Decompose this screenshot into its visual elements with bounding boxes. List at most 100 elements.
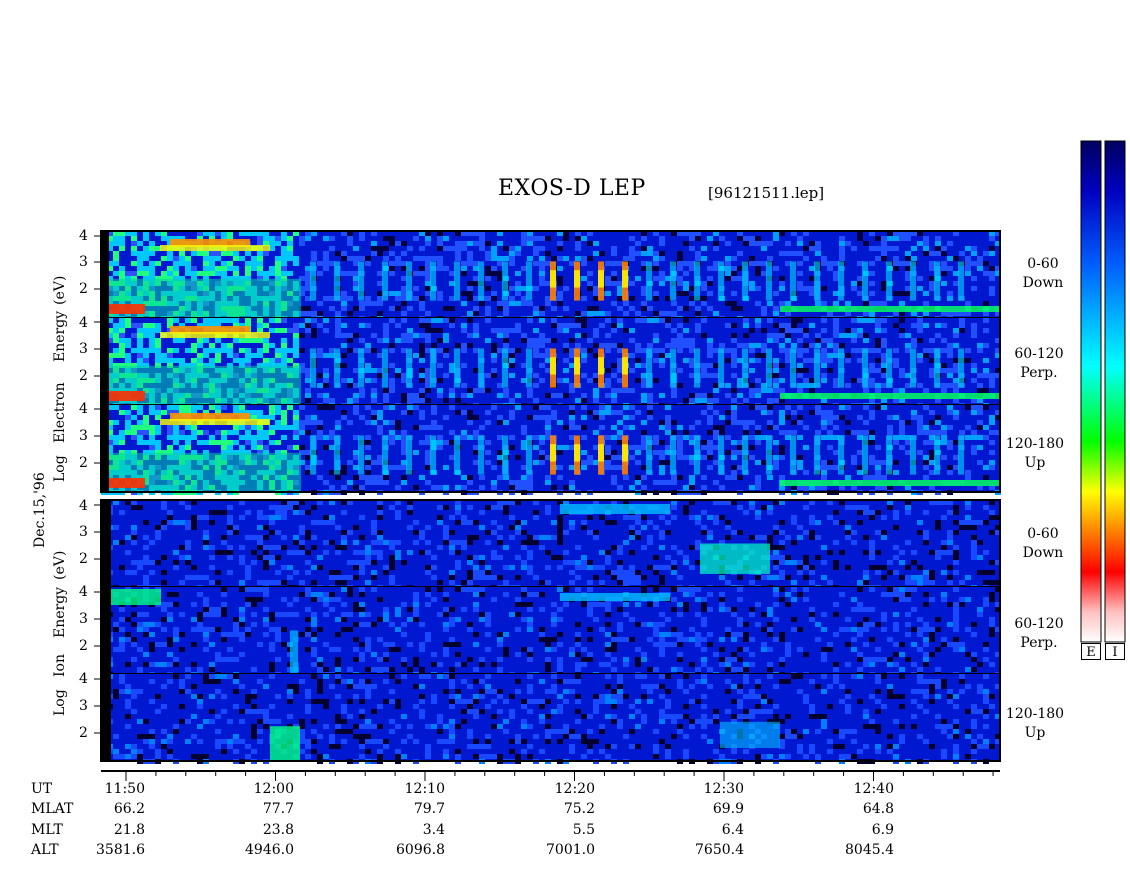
spectrogram-cell	[185, 540, 191, 545]
spectrogram-cell	[557, 281, 563, 286]
spectrogram-cell	[857, 470, 863, 475]
spectrogram-cell	[887, 415, 893, 420]
spectrogram-cell	[617, 281, 623, 286]
spectrogram-cell	[287, 425, 293, 430]
spectrogram-cell	[227, 505, 233, 510]
spectrogram-cell	[383, 246, 389, 251]
spectrogram-cell	[449, 545, 455, 550]
spectrogram-cell	[797, 485, 803, 490]
spectrogram-cell	[263, 632, 269, 637]
spectrogram-cell	[515, 525, 521, 530]
spectrogram-cell	[677, 383, 683, 388]
spectrogram-cell	[707, 306, 713, 311]
spectrogram-cell	[341, 465, 347, 470]
spectrogram-cell	[335, 667, 341, 672]
spectrogram-cell	[797, 318, 803, 323]
spectrogram-cell	[449, 306, 455, 311]
spectrogram-cell	[497, 575, 503, 580]
spectrogram-cell	[725, 266, 731, 271]
spectrogram-cell	[293, 535, 299, 540]
spectrogram-cell	[533, 353, 539, 358]
spectrogram-cell	[431, 425, 437, 430]
spectrogram-cell	[347, 460, 353, 465]
spectrogram-cell	[755, 435, 761, 440]
spectrogram-band	[170, 326, 250, 334]
spectrogram-cell	[467, 281, 473, 286]
spectrogram-cell	[881, 535, 887, 540]
spectrogram-cell	[227, 343, 233, 348]
spectrogram-cell	[593, 388, 599, 393]
spectrogram-cell	[191, 515, 197, 520]
spectrogram-cell	[401, 410, 407, 415]
spectrogram-gap	[101, 318, 109, 405]
spectrogram-cell	[539, 281, 545, 286]
spectrogram-cell	[107, 276, 113, 281]
spectrogram-cell	[947, 353, 953, 358]
spectrogram-cell	[203, 323, 209, 328]
spectrogram-cell	[755, 393, 761, 398]
spectrogram-cell	[587, 530, 593, 535]
spectrogram-cell	[893, 261, 899, 266]
spectrogram-cell	[269, 515, 275, 520]
spectrogram-cell	[209, 251, 215, 256]
spectrogram-cell	[311, 420, 317, 425]
spectrogram-cell	[527, 231, 533, 236]
spectrogram-cell	[107, 358, 113, 363]
spectrogram-cell	[275, 271, 281, 276]
spectrogram-cell	[905, 343, 911, 348]
spectrogram-cell	[713, 383, 719, 388]
spectrogram-cell	[467, 435, 473, 440]
spectrogram-cell	[443, 627, 449, 632]
spectrogram-cell	[125, 231, 131, 236]
spectrogram-cell	[431, 420, 437, 425]
spectrogram-cell	[509, 500, 515, 505]
spectrogram-cell	[587, 378, 593, 383]
spectrogram-cell	[233, 276, 239, 281]
spectrogram-cell	[341, 617, 347, 622]
spectrogram-cell	[593, 575, 599, 580]
spectrogram-cell	[347, 311, 353, 316]
spectrogram-cell	[143, 251, 149, 256]
spectrogram-stripe	[622, 357, 628, 375]
spectrogram-cell	[641, 393, 647, 398]
spectrogram-cell	[293, 410, 299, 415]
spectrogram-cell	[473, 587, 479, 592]
spectrogram-cell	[203, 271, 209, 276]
spectrogram-cell	[875, 246, 881, 251]
spectrogram-cell	[395, 550, 401, 555]
spectrogram-cell	[233, 318, 239, 323]
spectrogram-cell	[521, 520, 527, 525]
spectrogram-cell	[755, 353, 761, 358]
spectrogram-stripe	[862, 348, 868, 388]
spectrogram-cell	[203, 545, 209, 550]
spectrogram-cell	[425, 587, 431, 592]
spectrogram-cell	[863, 510, 869, 515]
spectrogram-cell	[779, 398, 785, 403]
spectrogram-cell	[905, 500, 911, 505]
spectrogram-cell	[899, 398, 905, 403]
spectrogram-cell	[515, 480, 521, 485]
spectrogram-cell	[353, 647, 359, 652]
spectrogram-cell	[377, 301, 383, 306]
spectrogram-cell	[185, 261, 191, 266]
spectrogram-cell	[143, 545, 149, 550]
spectrogram-cell	[215, 627, 221, 632]
spectrogram-cell	[875, 323, 881, 328]
spectrogram-cell	[611, 271, 617, 276]
spectrogram-cell	[797, 368, 803, 373]
spectrogram-cell	[335, 525, 341, 530]
spectrogram-cell	[839, 485, 845, 490]
spectrogram-cell	[749, 383, 755, 388]
spectrogram-cell	[107, 425, 113, 430]
spectrogram-cell	[413, 333, 419, 338]
spectrogram-cell	[263, 550, 269, 555]
spectrogram-cell	[641, 378, 647, 383]
spectrogram-cell	[845, 420, 851, 425]
spectrogram-cell	[311, 622, 317, 627]
spectrogram-cell	[737, 231, 743, 236]
spectrogram-cell	[917, 276, 923, 281]
spectrogram-cell	[305, 592, 311, 597]
spectrogram-cell	[251, 622, 257, 627]
spectrogram-cell	[635, 575, 641, 580]
spectrogram-cell	[377, 246, 383, 251]
